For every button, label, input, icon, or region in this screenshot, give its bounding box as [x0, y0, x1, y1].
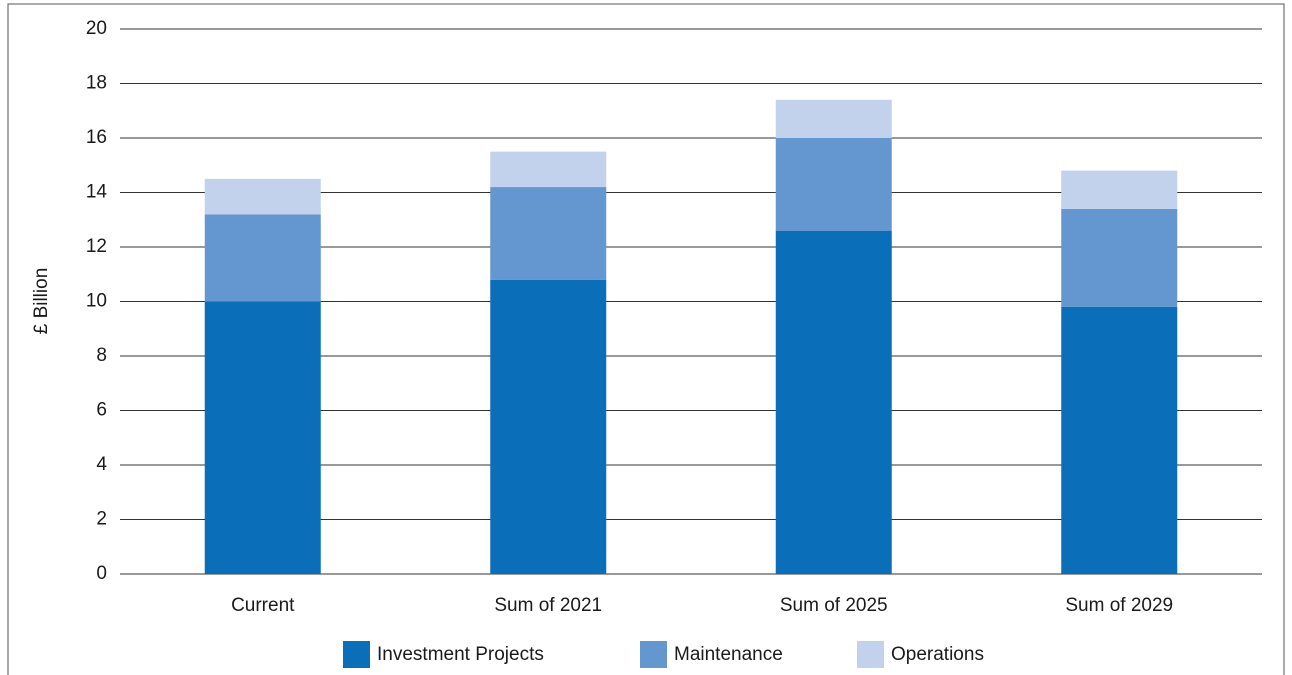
y-tick-label: 20: [86, 18, 107, 39]
y-tick-label: 14: [86, 182, 108, 203]
y-tick-label: 12: [86, 236, 107, 257]
bar-segment: [1061, 208, 1178, 307]
legend-swatch: [640, 641, 667, 668]
y-axis-label: £ Billion: [31, 268, 52, 335]
bar-segment: [490, 279, 607, 574]
legend-label: Investment Projects: [377, 644, 544, 665]
x-tick-label: Sum of 2025: [780, 595, 888, 616]
x-tick-label: Sum of 2029: [1065, 595, 1173, 616]
y-tick-label: 8: [96, 345, 107, 366]
y-tick-label: 2: [96, 509, 107, 530]
y-tick-label: 6: [96, 400, 107, 421]
legend-swatch: [343, 641, 370, 668]
y-tick-label: 16: [86, 127, 107, 148]
y-tick-label: 4: [96, 454, 107, 475]
x-tick-label: Sum of 2021: [494, 595, 602, 616]
frame: [7, 3, 1285, 675]
bar-segment: [204, 178, 321, 215]
bar-segment: [490, 187, 607, 280]
legend-label: Operations: [891, 644, 984, 665]
y-tick-label: 0: [96, 563, 107, 584]
bar-segment: [1061, 306, 1178, 574]
bar-segment: [775, 99, 892, 138]
bar-segment: [490, 151, 607, 188]
bar-segment: [775, 138, 892, 231]
bar-segment: [204, 301, 321, 574]
legend-label: Maintenance: [674, 644, 783, 665]
y-tick-label: 18: [86, 73, 107, 94]
bar-segment: [204, 214, 321, 302]
y-tick-label: 10: [86, 291, 107, 312]
bar-segment: [775, 230, 892, 574]
legend-swatch: [857, 641, 884, 668]
x-tick-label: Current: [231, 595, 295, 616]
bar-segment: [1061, 170, 1178, 209]
